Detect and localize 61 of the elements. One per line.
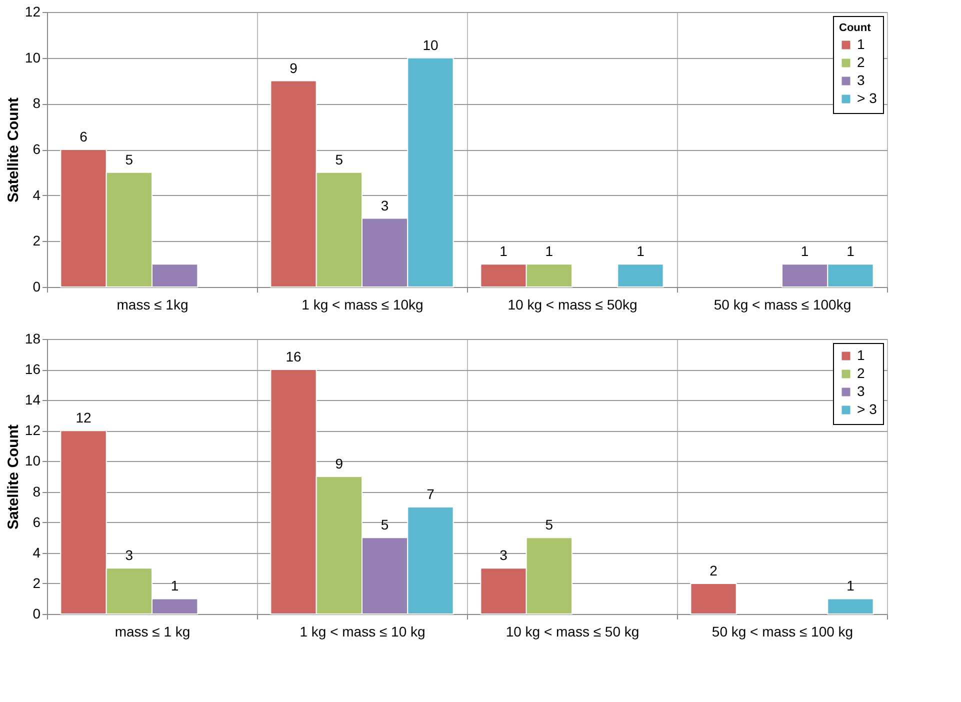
y-tick-label: 18 (24, 330, 41, 346)
y-tick-label: 10 (24, 452, 41, 469)
data-label: 1 (636, 243, 645, 260)
y-tick-label: 4 (32, 544, 41, 560)
data-label: 1 (170, 578, 179, 594)
legend-label: 3 (857, 72, 865, 88)
y-tick-label: 8 (32, 95, 41, 112)
x-tick-label: 1 kg < mass ≤ 10 kg (300, 624, 426, 640)
x-tick-label: mass ≤ 1kg (116, 296, 188, 312)
legend-label: 1 (857, 347, 865, 363)
y-axis-title: Satellite Count (4, 97, 22, 203)
data-label: 16 (286, 348, 302, 365)
y-tick-label: 6 (32, 141, 41, 157)
data-label: 5 (335, 151, 344, 168)
data-label: 3 (380, 197, 389, 214)
legend-label: 1 (857, 36, 865, 52)
legend-label: > 3 (857, 90, 878, 106)
y-tick-label: 4 (32, 186, 41, 203)
y-tick-label: 2 (32, 574, 41, 591)
data-label: 1 (846, 578, 855, 594)
data-label: 10 (422, 36, 438, 53)
y-tick-label: 6 (32, 514, 41, 530)
y-tick-label: 2 (32, 232, 41, 249)
legend-label: > 3 (857, 401, 878, 417)
bar (827, 598, 874, 614)
x-tick-label: 10 kg < mass ≤ 50kg (508, 296, 638, 312)
data-label: 1 (500, 243, 508, 260)
x-tick-label: 1 kg < mass ≤ 10kg (302, 296, 424, 312)
legend-label: 2 (857, 54, 865, 70)
data-label: 1 (545, 243, 554, 260)
y-tick-label: 0 (32, 606, 41, 622)
y-tick-label: 14 (24, 392, 41, 408)
data-label: 7 (426, 486, 435, 502)
legend-title: Count (839, 22, 872, 34)
data-label: 1 (846, 243, 855, 260)
x-tick-label: 50 kg < mass ≤ 100 kg (712, 624, 854, 640)
data-label: 5 (125, 151, 134, 168)
data-label: 9 (335, 456, 344, 472)
y-tick-label: 0 (32, 278, 41, 294)
data-label: 2 (710, 562, 718, 578)
y-tick-label: 8 (32, 483, 41, 500)
data-label: 1 (800, 243, 809, 260)
y-tick-label: 12 (24, 4, 41, 20)
legend-label: 3 (857, 383, 865, 399)
bar (617, 264, 664, 288)
x-tick-label: 50 kg < mass ≤ 100kg (714, 296, 852, 312)
x-tick-label: mass ≤ 1 kg (114, 624, 190, 640)
data-label: 3 (500, 547, 508, 564)
y-tick-label: 16 (24, 361, 41, 378)
y-axis-title: Satellite Count (4, 424, 22, 530)
y-tick-label: 12 (24, 422, 41, 438)
data-label: 5 (545, 516, 554, 533)
data-label: 12 (76, 410, 92, 426)
data-label: 6 (80, 128, 88, 144)
bar (690, 582, 737, 614)
y-tick-label: 10 (24, 49, 41, 66)
data-label: 9 (290, 60, 298, 76)
legend-label: 2 (857, 365, 865, 381)
data-label: 5 (380, 516, 389, 533)
x-tick-label: 10 kg < mass ≤ 50 kg (506, 624, 640, 640)
data-label: 3 (125, 547, 134, 564)
